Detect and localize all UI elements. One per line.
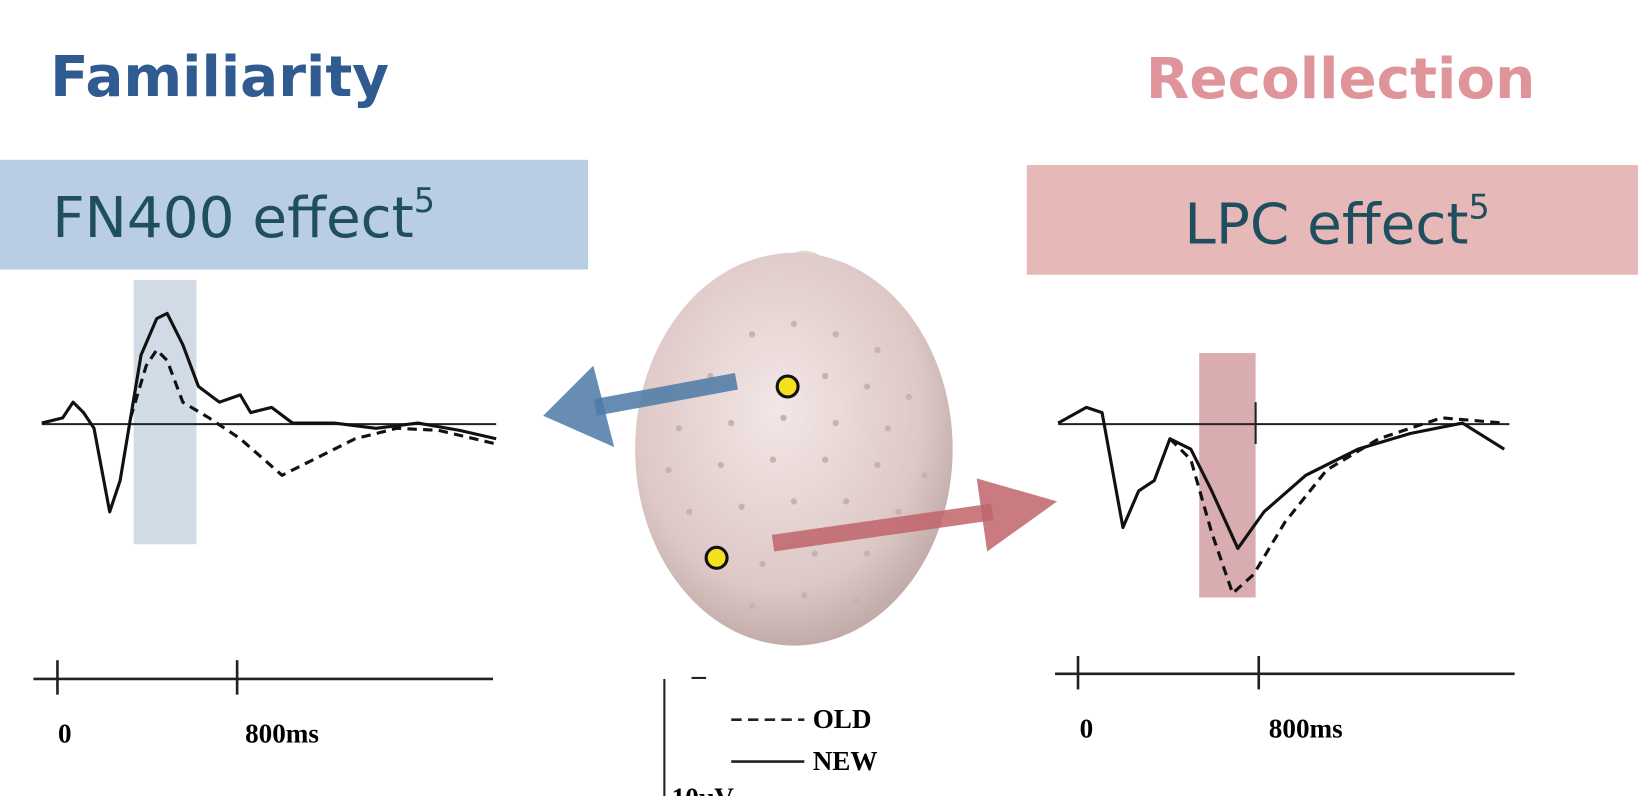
fn400-sup: 5: [414, 181, 435, 220]
lpc-window: [1199, 353, 1255, 597]
scale-label: 10μV: [672, 782, 735, 796]
axis-label: 800ms: [1269, 713, 1343, 743]
electrode-frontal: [777, 376, 798, 397]
legend-new: NEW: [813, 746, 878, 776]
axis-label: 800ms: [245, 719, 319, 749]
slide: Familiarity Recollection FN400 effect5 L…: [0, 0, 1638, 796]
head: [635, 253, 953, 646]
title-familiarity: Familiarity: [50, 45, 389, 110]
arrow-head: [977, 478, 1057, 551]
lpc-text: LPC effect: [1184, 192, 1468, 257]
axis-label: 0: [1080, 713, 1094, 743]
new-wave: [42, 313, 496, 511]
fn400-window: [134, 280, 197, 544]
legend-old: OLD: [813, 704, 872, 734]
fn400-label: FN400 effect5: [52, 181, 435, 251]
arrow-head: [543, 366, 614, 447]
lpc-sup: 5: [1468, 187, 1489, 226]
electrode-parietal: [706, 547, 727, 568]
axis-label: 0: [58, 719, 72, 749]
lpc-label: LPC effect5: [1184, 187, 1489, 257]
content: Familiarity Recollection FN400 effect5 L…: [0, 45, 1638, 796]
fn400-text: FN400 effect: [52, 186, 414, 251]
page: Familiarity Recollection FN400 effect5 L…: [0, 0, 1638, 796]
title-recollection: Recollection: [1146, 47, 1535, 112]
